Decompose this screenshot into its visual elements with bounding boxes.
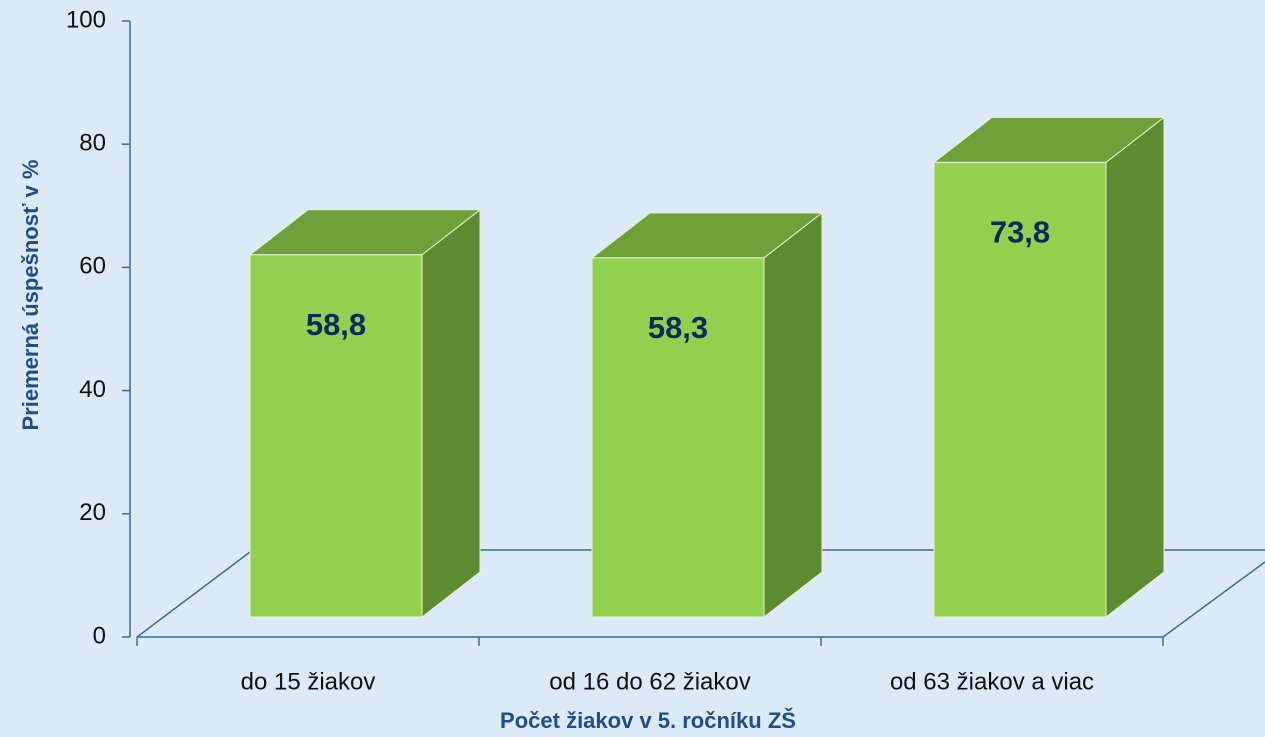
y-tick-label: 80 — [79, 130, 106, 157]
bar-side — [421, 208, 481, 619]
bar — [249, 254, 423, 618]
x-axis-title: Počet žiakov v 5. ročníku ZŠ — [500, 708, 796, 733]
y-tick-label: 100 — [66, 6, 106, 33]
data-label: 58,8 — [306, 307, 366, 342]
x-tick-label: od 63 žiakov a viac — [890, 668, 1094, 695]
bar — [591, 257, 765, 618]
x-tick-label: od 16 do 62 žiakov — [549, 668, 750, 695]
bar-side — [1105, 116, 1165, 619]
data-label: 73,8 — [990, 215, 1050, 250]
y-tick-label: 60 — [79, 253, 106, 280]
y-tick-label: 20 — [79, 499, 106, 526]
x-tick-label: do 15 žiakov — [241, 668, 376, 695]
y-axis-title: Priemerná úspešnosť v % — [18, 160, 43, 431]
y-tick-label: 0 — [93, 622, 106, 649]
bar-side — [763, 211, 823, 619]
data-label: 58,3 — [648, 310, 708, 345]
bar — [933, 161, 1107, 618]
y-tick-label: 40 — [79, 376, 106, 403]
